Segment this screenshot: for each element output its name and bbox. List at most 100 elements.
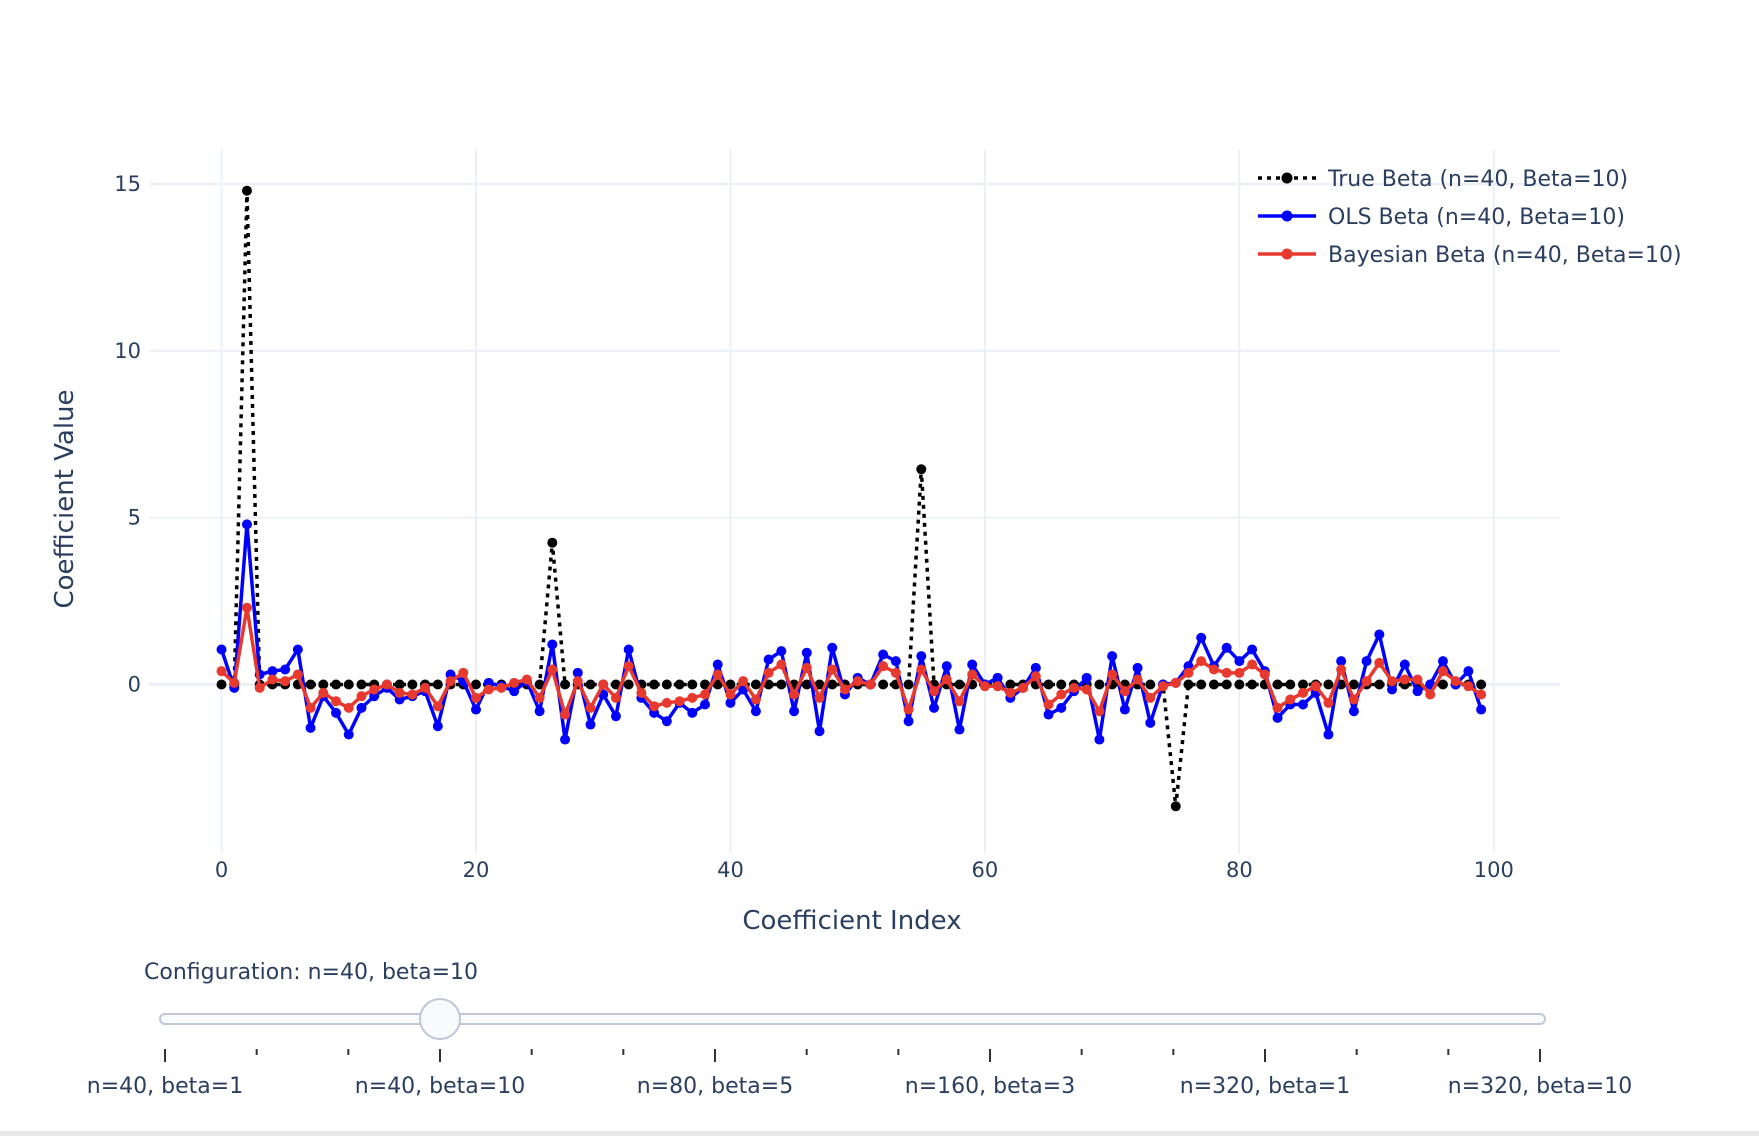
data-point [1043,699,1054,710]
data-point [878,661,889,672]
data-point [1132,674,1143,685]
data-point [649,679,660,690]
data-point [1387,676,1398,687]
data-point [992,681,1003,692]
series-line [220,606,1483,717]
data-point [534,692,545,703]
data-point [801,647,812,658]
data-point [801,662,812,673]
data-point [585,679,596,690]
data-point [1196,632,1207,643]
x-tick-label: 60 [972,858,999,882]
slider-track[interactable] [159,1013,1546,1025]
data-point [610,711,621,722]
data-point [483,684,494,695]
data-point [1119,686,1130,697]
data-point [1374,679,1385,690]
y-tick-label: 10 [114,339,141,363]
data-point [1068,682,1079,693]
data-point [1208,679,1219,690]
data-point [267,674,278,685]
data-point [916,464,927,475]
data-point [623,661,634,672]
data-point [661,679,672,690]
y-tick-label: 15 [114,172,141,196]
data-point [1476,704,1487,715]
data-point [661,697,672,708]
data-point [1107,651,1118,662]
data-point [585,719,596,730]
data-point [369,684,380,695]
legend-marker [1281,210,1293,222]
legend-label: OLS Beta (n=40, Beta=10) [1328,205,1625,230]
data-point [1030,662,1041,673]
data-point [712,669,723,680]
legend-item[interactable]: OLS Beta (n=40, Beta=10) [1258,205,1625,230]
data-point [725,697,736,708]
legend-item[interactable]: True Beta (n=40, Beta=10) [1258,167,1628,192]
data-point [776,646,787,657]
data-point [1450,676,1461,687]
data-point [458,667,469,678]
data-point [496,682,507,693]
data-point [1107,669,1118,680]
data-point [1297,699,1308,710]
data-point [623,644,634,655]
data-point [1437,679,1448,690]
data-point [1234,679,1245,690]
data-point [725,689,736,700]
data-point [954,696,965,707]
data-point [916,664,927,675]
data-point [623,679,634,690]
data-point [649,701,660,712]
data-point [292,669,303,680]
data-point [661,716,672,727]
data-point [763,654,774,665]
legend[interactable]: True Beta (n=40, Beta=10) OLS Beta (n=40,… [1258,167,1682,268]
data-point [241,519,252,530]
data-point [1030,671,1041,682]
data-point [229,677,240,688]
data-point [241,602,252,613]
data-point [1412,674,1423,685]
data-point [318,687,329,698]
data-point [1361,656,1372,667]
data-point [954,679,965,690]
data-point [1234,667,1245,678]
data-point [1170,801,1181,812]
slider-step-label: n=40, beta=10 [355,1074,525,1099]
data-point [738,676,749,687]
data-point [1056,689,1067,700]
data-point [674,679,685,690]
data-point [331,707,342,718]
data-point [1094,706,1105,717]
y-tick-label: 0 [128,673,141,697]
data-point [560,709,571,720]
data-point [1183,679,1194,690]
data-point [674,696,685,707]
series-true-beta [216,185,1487,812]
legend-item[interactable]: Bayesian Beta (n=40, Beta=10) [1258,243,1682,268]
data-series [216,185,1487,812]
data-point [420,682,431,693]
data-point [1348,694,1359,705]
data-point [470,692,481,703]
data-point [776,679,787,690]
data-point [470,679,481,690]
data-point [700,699,711,710]
y-tick-label: 5 [128,506,141,530]
configuration-slider[interactable]: Configuration: n=40, beta=10 n=40, beta=… [87,960,1632,1099]
data-point [1259,669,1270,680]
data-point [1056,679,1067,690]
data-point [1158,681,1169,692]
data-point [343,702,354,713]
slider-handle[interactable] [419,998,461,1040]
data-point [521,674,532,685]
data-point [763,667,774,678]
data-point [1145,692,1156,703]
data-point [1437,666,1448,677]
bottom-divider [0,1131,1759,1136]
series-line [221,188,1482,809]
x-tick-label: 100 [1474,858,1514,882]
data-point [839,684,850,695]
